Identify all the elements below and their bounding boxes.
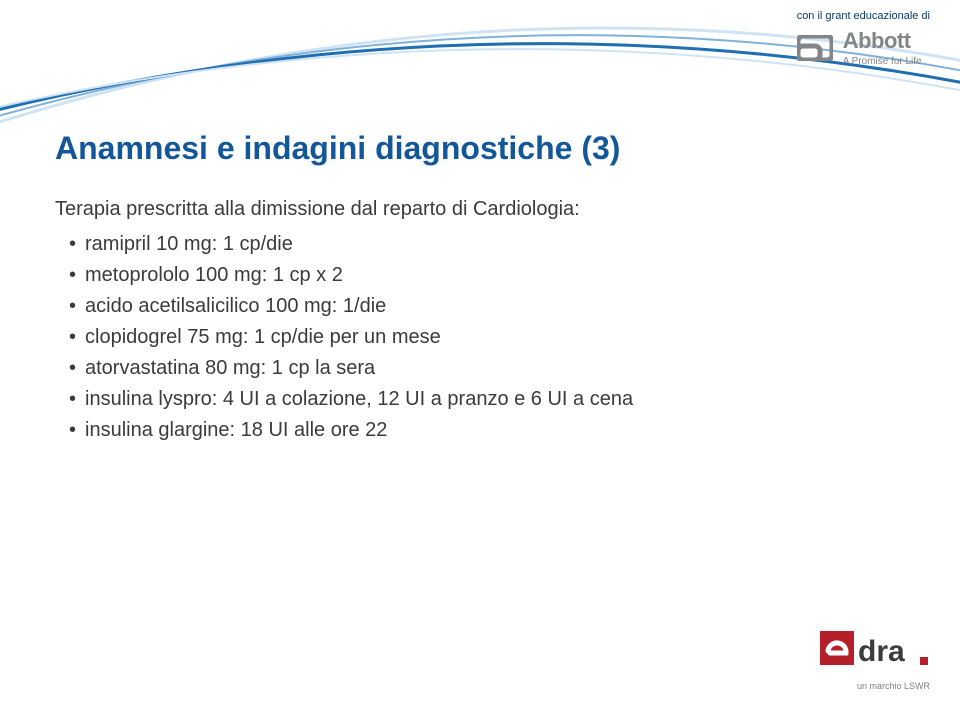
list-item: metoprololo 100 mg: 1 cp x 2 (69, 261, 855, 290)
list-item: clopidogrel 75 mg: 1 cp/die per un mese (69, 323, 855, 352)
list-item: insulina glargine: 18 UI alle ore 22 (69, 416, 855, 445)
therapy-list: ramipril 10 mg: 1 cp/die metoprololo 100… (55, 230, 855, 445)
abbott-icon (797, 35, 833, 61)
list-item: acido acetilsalicilico 100 mg: 1/die (69, 292, 855, 321)
footer-logo: dra un marchio LSWR (820, 631, 930, 691)
sponsor-block: con il grant educazionale di Abbott A Pr… (797, 10, 930, 67)
sponsor-brand: Abbott (843, 28, 922, 54)
svg-text:dra: dra (858, 635, 905, 668)
sponsor-tagline: A Promise for Life (843, 56, 922, 67)
list-item: atorvastatina 80 mg: 1 cp la sera (69, 354, 855, 383)
body-lead: Terapia prescritta alla dimissione dal r… (55, 195, 855, 224)
slide-body: Terapia prescritta alla dimissione dal r… (55, 195, 855, 447)
list-item: insulina lyspro: 4 UI a colazione, 12 UI… (69, 385, 855, 414)
sponsor-text: Abbott A Promise for Life (843, 28, 922, 67)
list-item: ramipril 10 mg: 1 cp/die (69, 230, 855, 259)
edra-icon: dra (820, 631, 930, 677)
slide-title: Anamnesi e indagini diagnostiche (3) (55, 130, 620, 167)
sponsor-caption: con il grant educazionale di (797, 10, 930, 22)
footer-subtitle: un marchio LSWR (820, 681, 930, 691)
slide: con il grant educazionale di Abbott A Pr… (0, 0, 960, 709)
sponsor-logo-row: Abbott A Promise for Life (797, 28, 930, 67)
